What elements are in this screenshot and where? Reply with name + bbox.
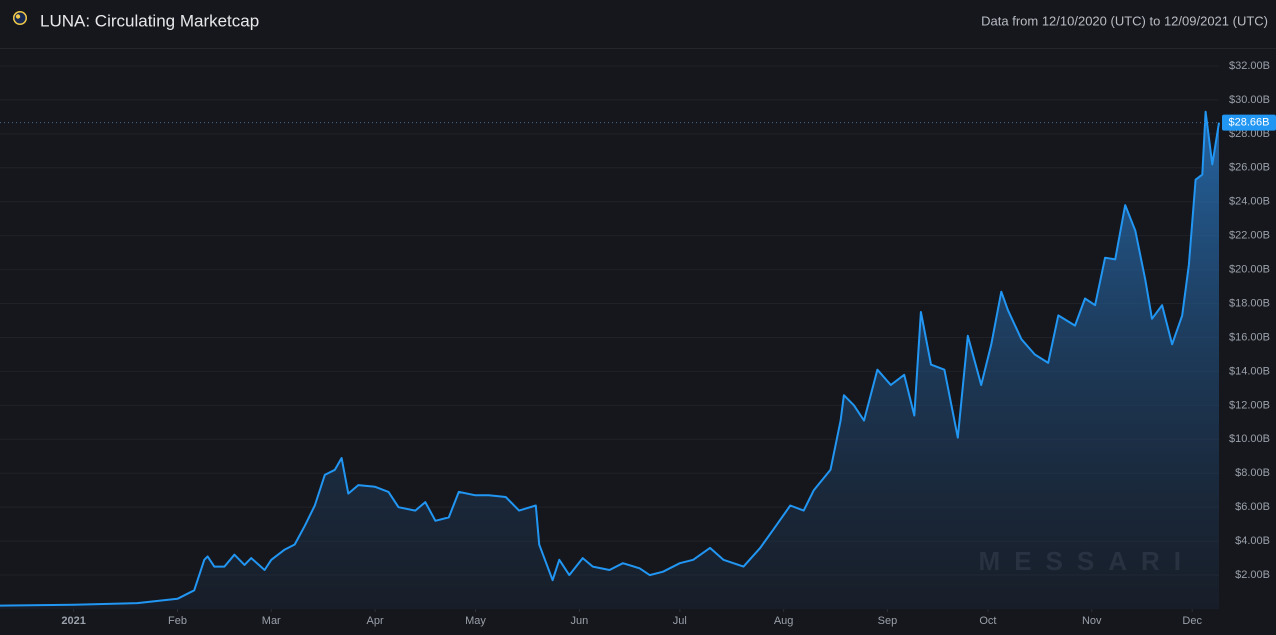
line: [0, 110, 1220, 607]
y-tick-label: $30.00B: [1229, 94, 1270, 106]
y-tick-label: $22.00B: [1229, 230, 1270, 242]
y-tick-label: $14.00B: [1229, 365, 1270, 377]
x-tick-label: 2021: [61, 615, 85, 627]
y-tick-label: $32.00B: [1229, 60, 1270, 72]
header-divider: [0, 48, 1276, 49]
current-value-label: $28.66B: [1229, 117, 1270, 129]
x-tick-label: Nov: [1082, 615, 1102, 627]
y-tick-label: $2.00B: [1235, 569, 1270, 581]
y-tick-label: $20.00B: [1229, 264, 1270, 276]
y-tick-label: $10.00B: [1229, 433, 1270, 445]
y-tick-label: $6.00B: [1235, 501, 1270, 513]
x-tick-label: Apr: [367, 615, 384, 627]
y-tick-label: $12.00B: [1229, 399, 1270, 411]
y-tick-label: $26.00B: [1229, 162, 1270, 174]
current-value-box: [1222, 114, 1276, 131]
x-tick-label: May: [465, 615, 486, 627]
x-tick-label: Feb: [168, 615, 187, 627]
plot: $2.00B $4.00B $6.00B $8.00B $10.00B $12.00B $1…: [0, 60, 1276, 627]
chart-title: LUNA: Circulating Marketcap: [40, 11, 259, 30]
x-tick-label: Mar: [262, 615, 281, 627]
x-tick-label: Dec: [1182, 615, 1202, 627]
x-tick-label: Sep: [878, 615, 898, 627]
chart-subtitle: Data from 12/10/2020 (UTC) to 12/09/2021…: [981, 13, 1268, 28]
area: [0, 111, 1219, 610]
x-tick-label: Oct: [979, 615, 996, 627]
y-tick-label: $16.00B: [1229, 331, 1270, 343]
y-tick-label: $18.00B: [1229, 297, 1270, 309]
y-tick-label: $24.00B: [1229, 196, 1270, 208]
x-tick-label: Aug: [774, 615, 794, 627]
y-tick-label: $8.00B: [1235, 467, 1270, 479]
y-tick-label: $4.00B: [1235, 535, 1270, 547]
x-tick-label: Jul: [673, 615, 687, 627]
y-tick-label: $28.00B: [1229, 128, 1270, 140]
x-tick-label: Jun: [570, 615, 588, 627]
logo: [13, 11, 27, 25]
